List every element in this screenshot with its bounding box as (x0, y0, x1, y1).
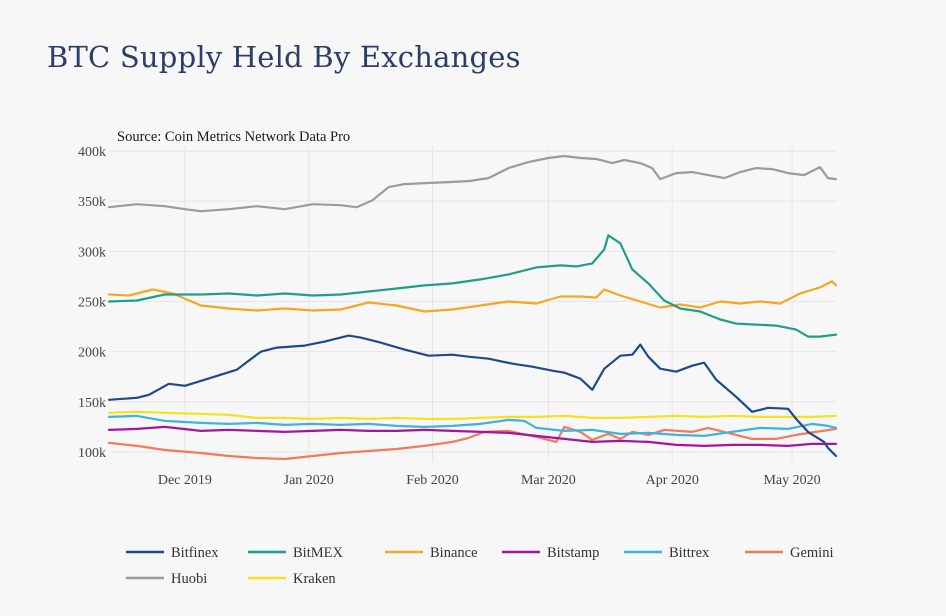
series-line-kraken (107, 410, 838, 420)
x-tick-label: Mar 2020 (521, 473, 576, 488)
series-lines (107, 154, 838, 461)
legend-label: Binance (430, 545, 478, 561)
source-annotation: Source: Coin Metrics Network Data Pro (117, 129, 350, 145)
series-line-binance (107, 280, 838, 313)
legend-item-huobi[interactable]: Huobi (126, 571, 207, 587)
y-tick-label: 300k (78, 245, 106, 260)
legend-item-bitmex[interactable]: BitMEX (248, 545, 343, 561)
gridlines (109, 146, 836, 462)
x-tick-label: May 2020 (763, 473, 820, 488)
x-tick-label: Jan 2020 (284, 473, 334, 488)
y-tick-label: 250k (78, 295, 106, 310)
chart-title: BTC Supply Held By Exchanges (47, 40, 521, 74)
legend-label: Bittrex (669, 545, 710, 561)
legend-label: Bitfinex (171, 545, 219, 561)
y-tick-label: 350k (78, 195, 106, 210)
legend-label: Bitstamp (547, 545, 599, 561)
legend-item-bitstamp[interactable]: Bitstamp (502, 545, 599, 561)
legend-label: Gemini (790, 545, 834, 561)
x-tick-label: Apr 2020 (646, 473, 699, 488)
axis-labels: 100k 150k 200k 250k 300k 350k 400k Dec 2019 Jan … (78, 145, 821, 488)
legend-item-bittrex[interactable]: Bittrex (624, 545, 710, 561)
legend-item-kraken[interactable]: Kraken (248, 571, 336, 587)
series-line-gemini (107, 425, 838, 461)
legend-item-gemini[interactable]: Gemini (745, 545, 834, 561)
y-tick-label: 400k (78, 145, 106, 160)
legend-label: BitMEX (293, 545, 343, 561)
y-tick-label: 150k (78, 396, 106, 411)
series-line-bitfinex (107, 334, 838, 458)
legend-label: Huobi (171, 571, 207, 587)
y-tick-label: 200k (78, 346, 106, 361)
legend-label: Kraken (293, 571, 336, 587)
legend[interactable]: Bitfinex BitMEX Binance Bitstamp Bittrex Gemi… (126, 545, 834, 587)
y-tick-label: 100k (78, 446, 106, 461)
series-line-bitmex (107, 234, 838, 338)
series-line-huobi (107, 154, 838, 213)
legend-item-binance[interactable]: Binance (385, 545, 478, 561)
x-tick-label: Feb 2020 (406, 473, 459, 488)
legend-item-bitfinex[interactable]: Bitfinex (126, 545, 219, 561)
x-tick-label: Dec 2019 (158, 473, 212, 488)
